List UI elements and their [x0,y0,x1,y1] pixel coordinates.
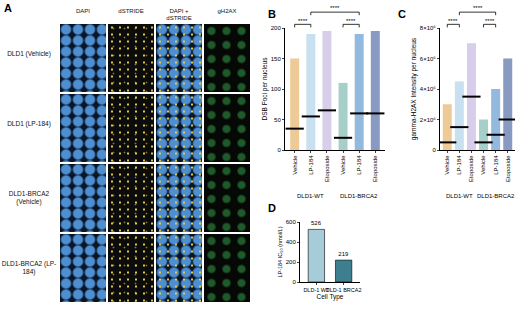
svg-text:150: 150 [271,56,282,62]
svg-text:DLD1-WT: DLD1-WT [446,193,473,199]
svg-text:****: **** [298,18,308,24]
svg-text:219: 219 [338,251,349,257]
html-text:dSTRIDE: dSTRIDE [118,8,144,14]
svg-text:C: C [398,8,406,20]
svg-text:B: B [268,8,276,20]
svg-text:200: 200 [286,259,297,265]
svg-text:6×10⁶: 6×10⁶ [420,56,437,62]
svg-text:600: 600 [286,219,297,225]
svg-text:Etoposide: Etoposide [324,155,330,182]
svg-text:LP-184: LP-184 [356,155,362,175]
html-text:DLD1 (Vehicle): DLD1 (Vehicle) [7,50,51,57]
svg-text:0: 0 [432,147,436,153]
svg-text:2×10⁶: 2×10⁶ [420,117,437,123]
svg-text:Vehicle: Vehicle [292,155,298,175]
svg-text:Vehicle: Vehicle [340,155,346,175]
svg-text:200: 200 [271,25,282,31]
svg-text:****: **** [346,18,356,24]
html-text:DLD1 (LP-184): DLD1 (LP-184) [7,120,51,127]
svg-text:8×10⁶: 8×10⁶ [420,25,437,31]
svg-text:400: 400 [286,239,297,245]
svg-text:LP-184: LP-184 [493,155,499,175]
svg-text:LP-184: LP-184 [456,155,462,175]
svg-text:Etoposide: Etoposide [372,155,378,182]
html-text:A: A [4,2,12,14]
svg-text:DLD1-WT: DLD1-WT [297,193,324,199]
html-text:DAPI + dSTRIDE: DAPI + dSTRIDE [166,8,192,21]
html-text:DAPI: DAPI [76,8,90,14]
svg-text:DLD1-BRCA2: DLD1-BRCA2 [340,193,378,199]
svg-text:0: 0 [292,279,296,285]
svg-text:gamma-H2AX Intensity per nucle: gamma-H2AX Intensity per nucleus [410,37,418,140]
svg-text:****: **** [330,5,340,11]
svg-text:Etoposide: Etoposide [505,155,511,182]
svg-text:Cell Type: Cell Type [317,293,344,301]
svg-text:D: D [268,202,276,214]
svg-text:Vehicle: Vehicle [444,155,450,175]
svg-text:DLD1-BRCA2: DLD1-BRCA2 [477,193,515,199]
html-text:DLD1-BRCA2 (LP-184): DLD1-BRCA2 (LP-184) [1,260,57,275]
svg-text:DLD-1 WT: DLD-1 WT [303,287,330,293]
svg-text:****: **** [485,18,495,24]
svg-text:LP-184 IC₅₀ (nmol/L): LP-184 IC₅₀ (nmol/L) [277,226,283,277]
svg-text:****: **** [448,18,458,24]
html-text:DLD1-BRCA2 (Vehicle): DLD1-BRCA2 (Vehicle) [8,190,50,205]
svg-text:****: **** [473,5,483,11]
svg-text:DSB Foci per nucleus: DSB Foci per nucleus [261,57,269,121]
svg-text:0: 0 [277,147,281,153]
svg-text:526: 526 [311,220,322,226]
svg-text:Etoposide: Etoposide [468,155,474,182]
svg-text:50: 50 [274,117,281,123]
svg-text:LP-184: LP-184 [308,155,314,175]
svg-text:Vehicle: Vehicle [481,155,487,175]
svg-text:100: 100 [271,86,282,92]
svg-text:4×10⁶: 4×10⁶ [420,86,437,92]
html-text:gH2AX: gH2AX [217,8,237,14]
svg-text:DLD-1 BRCA2: DLD-1 BRCA2 [326,287,362,293]
